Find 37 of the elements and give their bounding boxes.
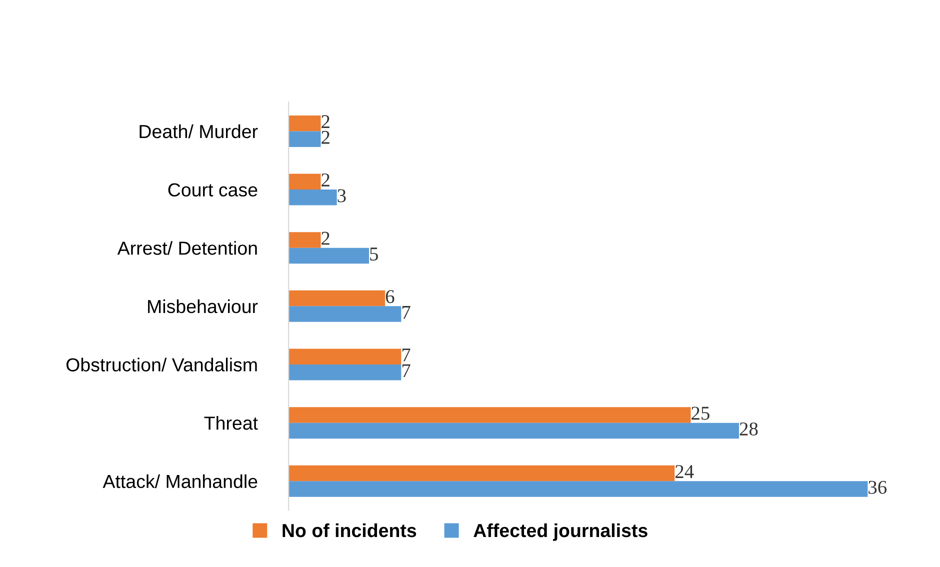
data-label: 2 [322, 232, 330, 245]
legend-label: No of incidents [282, 523, 416, 538]
data-label: 28 [740, 422, 758, 436]
data-label: 6 [386, 290, 394, 304]
data-label: 7 [402, 348, 410, 362]
y-tick-label: Threat [204, 416, 258, 430]
y-tick-label: Obstruction/ Vandalism [66, 358, 257, 372]
data-label: 7 [402, 306, 410, 319]
bar [288, 232, 321, 248]
data-label: 2 [322, 130, 330, 144]
data-label: 7 [402, 364, 410, 378]
bar [288, 422, 739, 439]
y-tick-label: Misbehaviour [148, 299, 258, 314]
bar [288, 131, 321, 147]
bar [288, 481, 868, 497]
data-label: 24 [676, 465, 694, 478]
y-tick-label: Attack/ Manhandle [102, 474, 258, 488]
bar [288, 115, 321, 132]
data-label: 2 [322, 115, 330, 128]
data-label: 5 [370, 248, 378, 261]
data-label: 36 [868, 480, 887, 494]
y-tick-label: Death/ Murder [140, 124, 258, 138]
y-tick-label: Court case [168, 183, 258, 197]
data-label: 25 [692, 406, 710, 420]
data-label: 3 [338, 189, 346, 202]
bar [288, 190, 337, 206]
bar [288, 306, 402, 322]
legend-label: Affected journalists [474, 523, 648, 541]
bar [288, 290, 386, 306]
bar [288, 348, 402, 364]
y-tick-label: Arrest/ Detention [117, 241, 257, 255]
data-label: 2 [322, 173, 330, 186]
bar [288, 174, 321, 190]
bar [288, 364, 402, 380]
bar [288, 248, 370, 264]
bar [288, 465, 675, 482]
bar [288, 407, 691, 423]
